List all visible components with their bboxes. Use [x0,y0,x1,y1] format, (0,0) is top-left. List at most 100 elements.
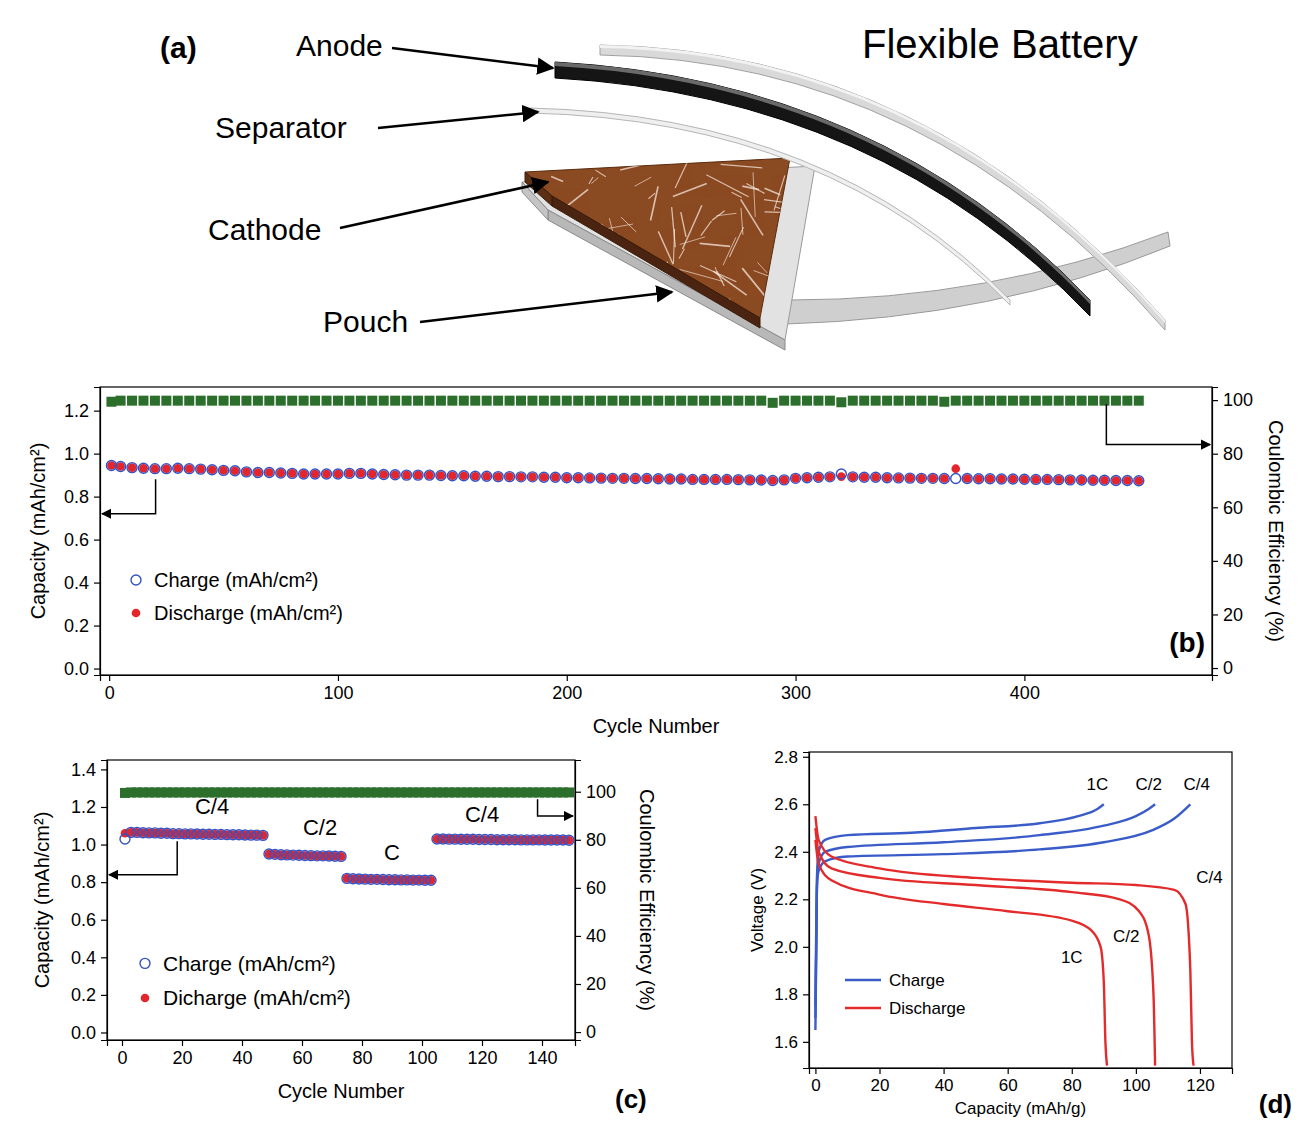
annotation: C/2 [303,815,337,840]
data-point [733,396,743,406]
data-point [448,471,457,480]
data-point [391,470,400,479]
data-point [470,396,480,406]
data-point [356,468,366,478]
annotation: C/2 [1135,775,1161,794]
y-axis-tick: 2.6 [774,795,809,814]
x-axis-tick-mark [795,675,796,681]
data-point [299,470,308,479]
cathode-fiber [593,276,616,309]
y-axis-line [803,753,810,1069]
legend-item: Dicharge (mAh/cm²) [141,986,351,1009]
data-point [916,473,926,483]
anode-sheet [555,62,1090,316]
y2-axis-tick-mark [575,984,581,985]
x-axis-tick-label: 40 [232,1048,252,1068]
data-point [1134,476,1143,485]
data-point [996,474,1006,484]
data-point [471,472,480,481]
data-point [951,474,961,484]
data-point [596,473,606,483]
x-axis: 0100200300400 [101,675,1213,703]
data-point [791,473,801,483]
y2-axis-tick-label: 100 [1223,390,1253,410]
legend: Charge (mAh/cm²)Dicharge (mAh/cm²) [140,952,351,1010]
data-point [848,473,857,482]
y2-axis-tick: 20 [575,974,606,994]
x-axis-tick: 200 [552,675,582,703]
cathode-fiber [655,315,672,338]
y-axis-tick: 1.2 [71,797,107,817]
data-point [356,396,366,406]
x-axis-tick-label: 0 [105,683,115,703]
y2-axis-tick: 100 [1212,390,1253,410]
data-point [768,398,778,408]
data-point [596,396,606,406]
cathode-fiber [715,267,717,275]
layer-arrow [340,182,548,228]
data-point [642,396,652,406]
data-point [791,474,800,483]
x-axis-tick-label: 100 [323,683,353,703]
y-axis-tick-mark [803,994,809,995]
data-point [974,474,984,484]
y2-axis-tick-mark [575,888,581,889]
data-point [207,465,217,475]
data-point [357,469,366,478]
x-axis-tick-mark [1024,675,1025,681]
y2-axis-tick: 80 [1212,444,1243,464]
layer-label: Separator [215,111,347,144]
x-axis-title: Capacity (mAh/g) [955,1099,1086,1118]
annotation: C/4 [1196,868,1222,887]
x-axis-tick: 400 [1010,675,1040,703]
legend-label: Discharge [889,999,966,1018]
cathode-fiber [588,288,595,312]
cathode-fiber [772,285,790,300]
cathode-fiber [700,243,730,246]
data-point [287,468,297,478]
cathode-fiber [554,266,578,271]
cathode-fiber [793,284,797,319]
data-point [688,475,697,484]
x-axis-tick: 120 [1186,1068,1214,1095]
x-axis-tick: 60 [292,1040,312,1068]
data-point [906,474,915,483]
cathode-fiber [787,266,790,301]
data-point [676,396,686,406]
y-axis-tick-mark [94,497,100,498]
data-point [653,396,663,406]
y-axis-tick-label: 0.2 [71,985,96,1005]
data-point [928,473,938,483]
data-point [813,396,823,406]
y2-axis-tick: 100 [575,782,616,802]
data-point [344,396,354,406]
data-point [219,396,229,406]
data-point [219,466,228,475]
data-point [368,470,377,479]
y-axis: 0.00.20.40.60.81.01.2 [64,388,101,679]
y-axis-title: Voltage (V) [748,868,767,952]
series-markers [121,828,574,885]
data-point [803,473,812,482]
data-point [688,474,698,484]
cathode-fiber [596,170,606,177]
data-point [871,473,880,482]
data-point [1100,476,1109,485]
y2-axis-tick-mark [575,792,581,793]
data-point [185,464,194,473]
data-point [780,476,789,485]
data-point [196,464,206,474]
data-point [562,396,572,406]
data-point [151,464,160,473]
diagram-title: Flexible Battery [862,22,1138,66]
x-axis-tick-mark [482,1040,483,1046]
cathode-fiber [486,172,526,174]
data-point [436,396,446,406]
data-point [528,473,537,482]
x-axis-tick-mark [943,1068,944,1074]
data-point [1019,396,1029,406]
data-point [241,396,251,406]
data-point [894,396,904,406]
pouch-tail [786,232,1170,324]
layer-label: Cathode [208,213,321,246]
